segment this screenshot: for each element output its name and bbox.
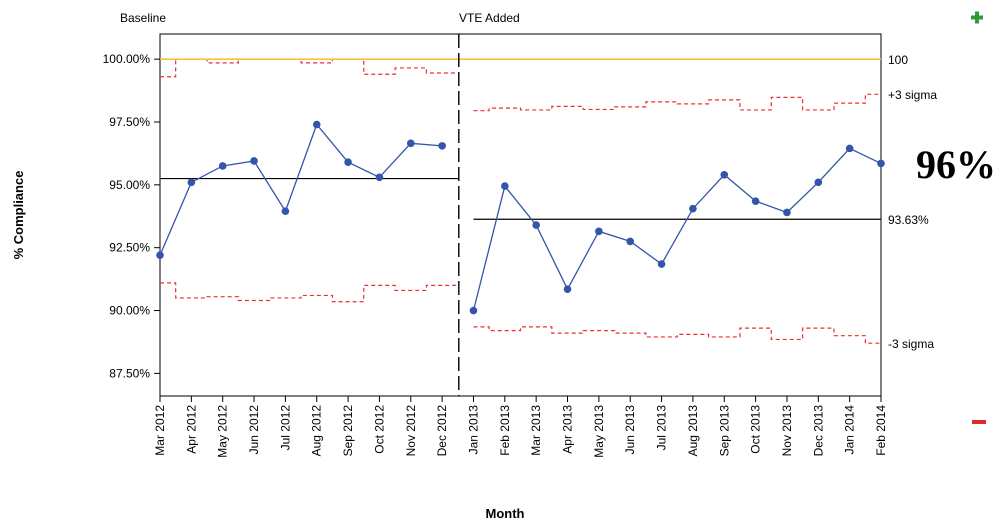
x-tick-label: May 2012 xyxy=(216,405,230,458)
x-tick-label: Dec 2012 xyxy=(435,405,449,457)
x-tick-label: Apr 2012 xyxy=(184,405,198,454)
lcl-label: -3 sigma xyxy=(888,337,934,351)
x-tick-label: Nov 2012 xyxy=(404,405,418,457)
x-tick-label: Nov 2013 xyxy=(780,405,794,457)
x-tick-label: Aug 2013 xyxy=(686,405,700,457)
upper-control-limit xyxy=(473,93,881,112)
x-tick-label: Mar 2013 xyxy=(529,405,543,456)
compliance-series xyxy=(156,120,885,315)
data-point xyxy=(187,178,196,187)
x-tick-label: Apr 2013 xyxy=(561,405,575,454)
data-point xyxy=(281,207,290,216)
reference-lines xyxy=(160,34,881,396)
data-point xyxy=(751,197,760,205)
target-label: 100 xyxy=(888,53,908,67)
data-point xyxy=(720,170,729,179)
data-point xyxy=(250,157,258,165)
data-point xyxy=(406,139,415,148)
data-point xyxy=(845,144,854,153)
x-tick-label: Sep 2013 xyxy=(717,405,731,457)
control-limits xyxy=(160,58,881,344)
data-point xyxy=(344,158,352,167)
upper-control-limit xyxy=(160,58,459,78)
data-point xyxy=(657,260,666,268)
y-axis-ticks: 87.50% 90.00% 92.50% 95.00% 97.50% 100.00% xyxy=(103,52,160,380)
x-tick-label: Dec 2013 xyxy=(811,405,825,457)
segment-label-baseline: Baseline xyxy=(120,11,166,25)
data-point xyxy=(626,237,635,246)
plot-frame xyxy=(159,33,882,397)
data-point xyxy=(375,173,384,182)
x-tick-label: Jun 2013 xyxy=(623,405,637,455)
x-tick-label: Jul 2013 xyxy=(655,405,669,451)
data-point xyxy=(218,162,227,170)
data-point xyxy=(689,204,697,213)
x-tick-label: Aug 2012 xyxy=(310,405,324,457)
x-tick-label: Sep 2012 xyxy=(341,405,355,457)
data-point xyxy=(501,182,509,190)
y-tick-label: 97.50% xyxy=(109,115,150,129)
lower-control-limit xyxy=(473,326,881,344)
y-tick-label: 100.00% xyxy=(103,52,151,66)
x-tick-label: Jan 2014 xyxy=(843,405,857,455)
data-point xyxy=(438,142,446,150)
x-tick-label: Mar 2012 xyxy=(153,405,167,456)
x-tick-label: Feb 2013 xyxy=(498,405,512,456)
x-axis-ticks: Mar 2012 Apr 2012 May 2012 Jun 2012 Jul 2012… xyxy=(153,396,888,458)
x-tick-label: Jun 2012 xyxy=(247,405,261,455)
data-point xyxy=(469,306,478,315)
current-value: 96% xyxy=(916,142,996,187)
data-point xyxy=(532,221,540,229)
x-tick-label: Oct 2013 xyxy=(749,405,763,454)
y-axis-title: % Compliance xyxy=(11,171,26,260)
x-tick-label: Feb 2014 xyxy=(874,405,888,456)
x-tick-label: May 2013 xyxy=(592,405,606,458)
x-tick-label: Jul 2012 xyxy=(278,405,292,451)
ucl-label: +3 sigma xyxy=(888,88,937,102)
data-point xyxy=(312,120,321,129)
x-tick-label: Jan 2013 xyxy=(466,405,480,455)
y-tick-label: 92.50% xyxy=(109,241,150,255)
x-axis-title: Month xyxy=(486,506,525,521)
data-point xyxy=(595,227,603,236)
y-tick-label: 87.50% xyxy=(109,366,150,380)
y-tick-label: 90.00% xyxy=(109,304,150,318)
minus-icon[interactable] xyxy=(972,420,986,424)
segment-label-vte-added: VTE Added xyxy=(459,11,520,25)
x-tick-label: Oct 2012 xyxy=(372,405,386,454)
data-point xyxy=(814,178,823,187)
plus-icon[interactable] xyxy=(971,11,983,24)
data-point xyxy=(563,285,572,293)
data-point xyxy=(783,208,791,217)
mean-label: 93.63% xyxy=(888,213,929,227)
y-tick-label: 95.00% xyxy=(109,178,150,192)
series-line xyxy=(159,123,443,256)
lower-control-limit xyxy=(160,282,459,303)
series-line xyxy=(472,147,882,311)
data-point xyxy=(877,159,885,168)
data-point xyxy=(156,251,164,260)
